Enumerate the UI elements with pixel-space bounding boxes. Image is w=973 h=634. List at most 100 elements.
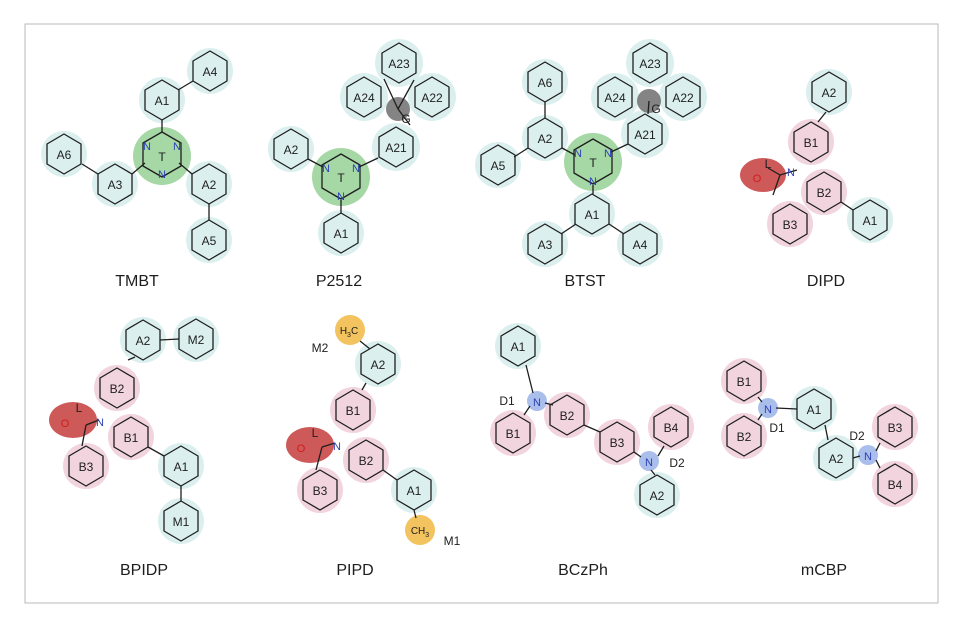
ring-element <box>144 79 180 121</box>
halo-tmbt-ring-a1 <box>139 77 185 123</box>
rl-element: A23 <box>639 57 661 71</box>
halo-layer <box>41 48 233 263</box>
line-element <box>81 163 99 175</box>
rl-element: B3 <box>888 421 903 435</box>
nitrogen-atom: N <box>764 404 772 416</box>
tspan-element: CH <box>411 526 425 537</box>
line-element <box>127 356 136 361</box>
oxygen-atom: O <box>753 173 762 185</box>
ring-element <box>877 463 913 505</box>
ring-pipd-b3: B3 <box>302 469 338 511</box>
ring-element <box>726 360 762 402</box>
line-element <box>772 174 781 196</box>
ring-element <box>597 76 633 118</box>
sub-element: 3 <box>347 332 351 339</box>
line-element <box>824 424 829 441</box>
line-element <box>757 413 763 421</box>
line-element <box>307 158 324 168</box>
h-acc-element <box>173 316 219 362</box>
h-acc-element <box>355 341 401 387</box>
h-acc-element <box>158 443 204 489</box>
line-element <box>757 396 763 403</box>
ring-btst-a2: A2 <box>527 117 563 159</box>
ring-element <box>806 171 842 213</box>
g-element <box>740 69 893 247</box>
nitrogen-atom: N <box>333 441 341 453</box>
ring-element <box>877 406 913 448</box>
molecule-p2512: A23 A24 A22 A21 A2 A1 N N N T G P2512 <box>268 39 456 290</box>
g-element: H3C M2 A2 B1 B2 B3 A1 CH3 M1 N O L <box>297 326 461 548</box>
molecule-name-tmbt: TMBT <box>115 273 159 290</box>
line-element <box>159 338 180 341</box>
bonds-element <box>315 340 417 519</box>
rl-element: A1 <box>407 484 422 498</box>
rl-element: A1 <box>807 403 822 417</box>
g-element <box>490 323 694 518</box>
line-element <box>85 419 100 426</box>
line-element <box>583 424 601 433</box>
h-acc-element <box>375 39 423 87</box>
ring-label: A6 <box>57 148 72 162</box>
rl-element: A22 <box>421 91 443 105</box>
halo-tmbt-ring-a3 <box>92 161 138 207</box>
molecule-name-mcbp: mCBP <box>801 562 847 579</box>
ring-element <box>622 223 658 265</box>
rl-element: A24 <box>353 91 375 105</box>
h-acc-element <box>591 73 639 121</box>
ring-btst-a22: A22 <box>665 76 701 118</box>
rl-element: B4 <box>664 421 679 435</box>
ring-p2512-a21: A21 <box>378 126 414 168</box>
rl-element: A1 <box>863 214 878 228</box>
g-element: A6 A2 A5 A1 A3 A4 A23 A24 A22 A21 N N N … <box>480 42 701 265</box>
ring-element <box>793 121 829 163</box>
ring-btst-a6: A6 <box>527 61 563 103</box>
tspan-element: C <box>351 326 358 337</box>
nitrogen-atom: N <box>143 141 151 153</box>
ring-pipd-a1: A1 <box>396 469 432 511</box>
bonds-element <box>757 396 881 469</box>
ring-p2512-a22: A22 <box>414 76 450 118</box>
ring-bczph-a1: A1 <box>500 325 536 367</box>
ring-tmbt-a2: A2 <box>191 163 227 205</box>
ring-bpidp-b3: B3 <box>68 445 104 487</box>
rl-element: B1 <box>124 431 139 445</box>
h-don-element <box>788 119 834 165</box>
molecule-btst: A6 A2 A5 A1 A3 A4 A23 A24 A22 A21 N N N … <box>475 39 707 290</box>
ring-element <box>360 343 396 385</box>
ring-bpidp-b2: B2 <box>99 367 135 409</box>
line-element <box>633 451 642 458</box>
ring-element <box>480 144 516 186</box>
line-element <box>359 340 371 350</box>
h-acc-element <box>634 472 680 518</box>
ring-element <box>665 76 701 118</box>
h-don-element <box>108 414 154 460</box>
ring-element <box>527 223 563 265</box>
ring-element <box>639 474 675 516</box>
h-acc-element <box>806 69 852 115</box>
line-element <box>358 157 379 168</box>
ring-element <box>191 163 227 205</box>
halo-layer <box>268 39 456 256</box>
h-don-element <box>721 358 767 404</box>
molecule-name-pipd: PIPD <box>336 562 373 579</box>
rl-element: A1 <box>174 460 189 474</box>
rl-element: B4 <box>888 478 903 492</box>
h-nit-element <box>858 445 878 465</box>
ring-element <box>818 437 854 479</box>
ring-btst-a1: A1 <box>574 193 610 235</box>
ring-element <box>163 445 199 487</box>
rl-element: B1 <box>804 136 819 150</box>
oxygen-atom: O <box>61 418 70 430</box>
line-element <box>840 201 854 211</box>
ring-dipd-a1: A1 <box>852 199 888 241</box>
donor-label-d2: D2 <box>849 429 865 443</box>
nitrogen-atom: N <box>158 169 166 181</box>
line-element <box>647 100 650 115</box>
h-acc-element <box>268 126 314 172</box>
line-element <box>513 147 529 158</box>
ring-element <box>549 394 585 436</box>
h-don-element <box>330 387 376 433</box>
h-don-element <box>721 413 767 459</box>
